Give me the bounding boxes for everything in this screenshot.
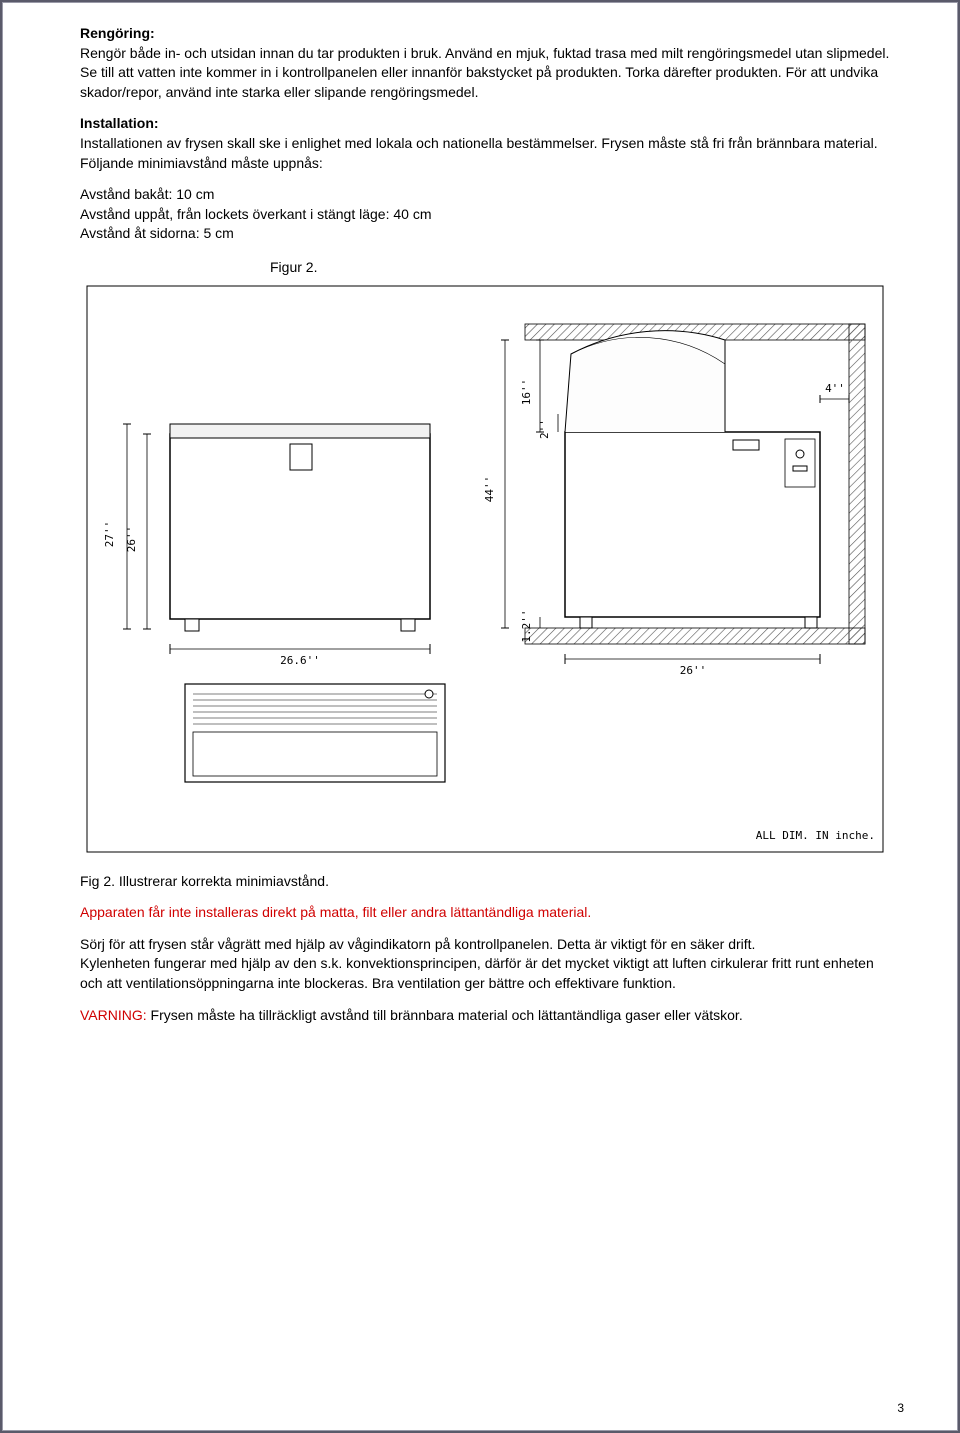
page-number: 3 <box>897 1400 904 1417</box>
page-frame <box>0 0 960 1433</box>
